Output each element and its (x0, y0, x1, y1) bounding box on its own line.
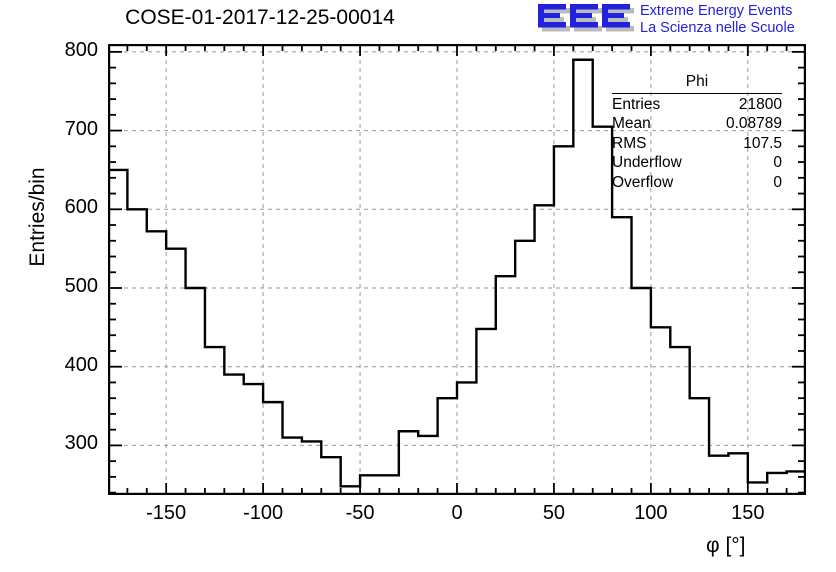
x-tick-label: 50 (542, 502, 566, 524)
x-tick-label: 150 (731, 502, 765, 524)
x-tick-label: -100 (243, 502, 284, 524)
y-tick-label: 800 (64, 38, 98, 61)
stats-rows: Entries 21800 Mean 0.08789 RMS 107.5 Underflow… (612, 95, 782, 193)
axis-ticks (108, 44, 806, 495)
y-tick-label: 400 (64, 353, 98, 376)
stats-row: Entries 21800 (612, 95, 782, 115)
stats-box: Phi Entries 21800 Mean 0.08789 RMS 107.5 Under… (612, 72, 782, 192)
x-tick-label: 0 (451, 502, 463, 524)
y-tick-label: 600 (64, 196, 98, 219)
stats-row-value: 107.5 (743, 134, 782, 152)
stats-row: RMS 107.5 (612, 134, 782, 154)
page-title: COSE-01-2017-12-25-00014 (125, 6, 395, 29)
stats-row-key: Overflow (612, 173, 674, 191)
x-tick-label: 100 (634, 502, 668, 524)
stats-title: Phi (612, 72, 782, 94)
histogram-plot (108, 44, 806, 495)
x-axis-title: φ [°] (706, 534, 746, 557)
stats-row-value: 0.08789 (725, 115, 782, 132)
histogram-canvas (108, 44, 806, 495)
eee-logo-line1: Extreme Energy Events (640, 3, 793, 19)
gridlines (108, 44, 806, 495)
stats-row: Underflow 0 (612, 153, 782, 173)
stats-row-key: Entries (612, 95, 661, 113)
stats-row-key: RMS (612, 134, 647, 152)
y-tick-label: 700 (64, 117, 98, 140)
y-tick-label: 500 (64, 274, 98, 297)
stats-row: Mean 0.08789 (612, 114, 782, 134)
x-tick-label: -150 (146, 502, 187, 524)
eee-logo-line2: La Scienza nelle Scuole (640, 20, 795, 36)
x-tick-label: -50 (345, 502, 375, 524)
stats-row-value: 21800 (738, 95, 782, 113)
stats-row-key: Underflow (612, 154, 682, 171)
eee-logo-mark (538, 4, 634, 32)
stats-row: Overflow 0 (612, 173, 782, 193)
y-tick-label: 300 (64, 432, 98, 455)
histogram-outline (108, 58, 806, 495)
eee-logo-text: Extreme Energy Events La Scienza nelle S… (640, 3, 795, 37)
stats-row-value: 0 (773, 154, 782, 171)
eee-logo: Extreme Energy Events La Scienza nelle S… (536, 2, 836, 40)
stats-row-key: Mean (612, 115, 651, 132)
stats-row-value: 0 (773, 173, 782, 191)
